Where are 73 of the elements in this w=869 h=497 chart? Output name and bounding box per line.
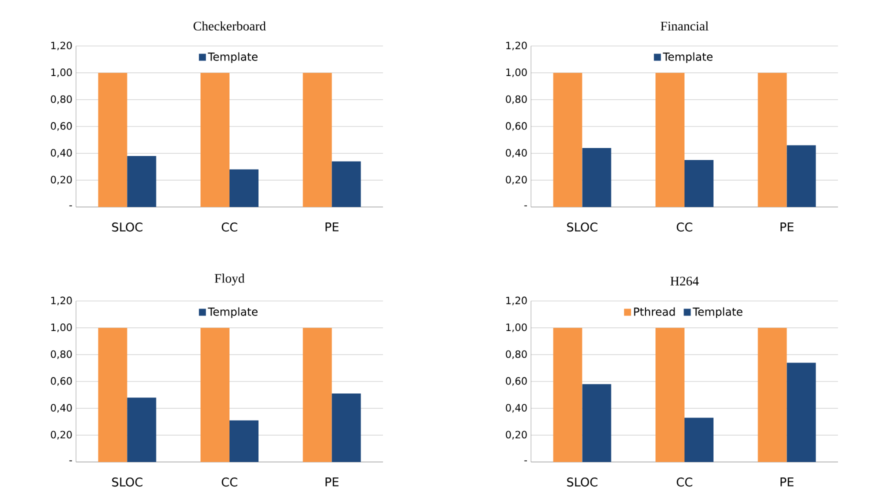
- x-tick-label: PE: [326, 478, 338, 486]
- y-tick-label: -: [69, 205, 72, 206]
- y-tick-label: 0,60: [50, 122, 72, 131]
- x-tick-label: SLOC: [112, 478, 142, 487]
- y-tick-label: 1,20: [51, 296, 72, 306]
- y-tick-label: 0,60: [50, 377, 72, 386]
- bar: [553, 328, 582, 462]
- bar: [200, 72, 230, 207]
- y-tick-label: 1,20: [506, 296, 527, 306]
- y-tick-label: 0,20: [50, 176, 72, 184]
- bar: [656, 72, 684, 207]
- x-tick-label: PE: [326, 222, 338, 232]
- bar: [582, 148, 612, 207]
- chart-title: Checkerboard: [194, 21, 266, 30]
- bar: [98, 72, 128, 207]
- y-tick-label: 0,20: [506, 430, 527, 440]
- y-tick-label: 1,20: [506, 42, 527, 50]
- bar: [98, 328, 128, 462]
- y-tick-label: -: [524, 205, 527, 206]
- y-tick-label: 0,60: [506, 377, 527, 386]
- y-tick-label: 0,80: [506, 350, 527, 359]
- legend-label: Template: [208, 307, 258, 318]
- bar: [332, 161, 361, 207]
- legend-label: Pthread: [634, 307, 675, 316]
- bar: [758, 328, 787, 462]
- y-tick-label: 1,00: [51, 324, 72, 332]
- y-tick-label: 0,60: [506, 122, 527, 131]
- y-tick-label: 1,00: [506, 324, 527, 332]
- chart-title: Floyd: [214, 274, 245, 286]
- chart-title: H264: [670, 276, 699, 286]
- bar: [684, 160, 714, 207]
- y-tick-label: 0,80: [50, 95, 72, 104]
- x-tick-label: CC: [676, 222, 692, 232]
- bar: [582, 384, 612, 462]
- x-tick-label: CC: [222, 222, 238, 232]
- legend-label: Template: [692, 307, 742, 318]
- x-tick-label: CC: [222, 478, 238, 487]
- y-tick-label: 0,20: [506, 176, 527, 184]
- y-tick-label: 1,00: [51, 68, 72, 78]
- bar: [656, 328, 684, 462]
- y-tick-label: 0,80: [506, 95, 527, 104]
- x-tick-label: SLOC: [112, 222, 142, 232]
- x-tick-label: SLOC: [567, 222, 598, 232]
- x-tick-label: SLOC: [567, 478, 598, 487]
- y-tick-label: 0,80: [50, 350, 72, 359]
- bar: [230, 169, 259, 207]
- x-tick-label: PE: [780, 222, 794, 232]
- y-tick-label: 0,20: [50, 430, 72, 440]
- bar: [302, 328, 332, 462]
- bar: [230, 420, 259, 462]
- bar: [127, 156, 156, 207]
- bar: [786, 362, 816, 462]
- y-tick-label: 1,00: [506, 68, 527, 78]
- y-tick-label: 1,20: [51, 42, 72, 50]
- y-tick-label: -: [69, 460, 72, 462]
- y-tick-label: 0,40: [50, 149, 72, 158]
- bar: [200, 328, 230, 462]
- bar: [553, 72, 582, 207]
- x-tick-label: CC: [676, 478, 692, 487]
- x-tick-label: PE: [780, 478, 794, 486]
- bar: [786, 145, 816, 207]
- y-tick-label: -: [524, 460, 527, 462]
- chart-title: Financial: [660, 21, 708, 30]
- legend-label: Template: [208, 52, 258, 63]
- y-tick-label: 0,40: [506, 404, 527, 413]
- bar: [127, 398, 156, 462]
- y-tick-label: 0,40: [506, 149, 527, 158]
- bar: [758, 72, 787, 207]
- bar: [302, 72, 332, 207]
- legend-label: Template: [662, 52, 713, 63]
- y-tick-label: 0,40: [50, 404, 72, 413]
- bar: [332, 394, 361, 462]
- bar: [684, 418, 714, 462]
